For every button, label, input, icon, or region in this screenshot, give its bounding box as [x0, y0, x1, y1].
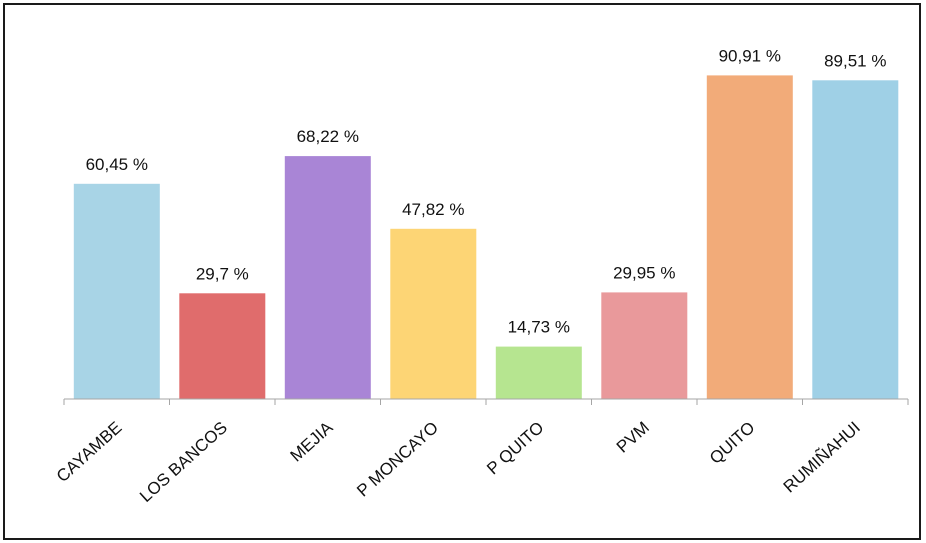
bar-chart: 60,45 % 29,7 % 68,22 % 47,82 % 14,73 % 29,95 …	[53, 46, 909, 506]
tick-label-p-quito: P QUITO	[483, 418, 547, 478]
tick-label-ruminahui: RUMIÑAHUI	[780, 418, 864, 497]
data-label-los-bancos: 29,7 %	[196, 264, 249, 283]
bar-p-moncayo	[390, 228, 477, 399]
data-label-quito: 90,91 %	[719, 46, 781, 65]
bar-pvm	[601, 292, 688, 399]
data-label-ruminahui: 89,51 %	[824, 51, 886, 70]
data-labels-layer: 60,45 % 29,7 % 68,22 % 47,82 % 14,73 % 29,95 …	[86, 46, 887, 336]
tick-label-p-moncayo: P MONCAYO	[353, 418, 442, 501]
chart-frame: 60,45 % 29,7 % 68,22 % 47,82 % 14,73 % 29,95 …	[3, 3, 921, 540]
data-label-p-moncayo: 47,82 %	[402, 200, 464, 219]
bar-quito	[706, 75, 793, 400]
bar-p-quito	[495, 346, 582, 399]
tick-label-mejia: MEJIA	[287, 417, 337, 465]
data-label-pvm: 29,95 %	[613, 263, 675, 282]
bar-mejia	[284, 156, 371, 399]
tick-label-quito: QUITO	[706, 418, 758, 468]
bar-ruminahui	[812, 80, 899, 400]
x-tick-labels: CAYAMBE LOS BANCOS MEJIA P MONCAYO P QUITO PV…	[53, 417, 864, 506]
data-label-cayambe: 60,45 %	[86, 155, 148, 174]
tick-label-los-bancos: LOS BANCOS	[136, 418, 231, 506]
x-axis	[63, 398, 909, 405]
tick-label-cayambe: CAYAMBE	[53, 418, 126, 486]
tick-label-pvm: PVM	[613, 418, 653, 457]
data-label-mejia: 68,22 %	[297, 127, 359, 146]
data-label-p-quito: 14,73 %	[508, 318, 570, 337]
bar-cayambe	[73, 183, 160, 399]
bars-layer	[73, 75, 899, 400]
bar-los-bancos	[179, 293, 266, 399]
